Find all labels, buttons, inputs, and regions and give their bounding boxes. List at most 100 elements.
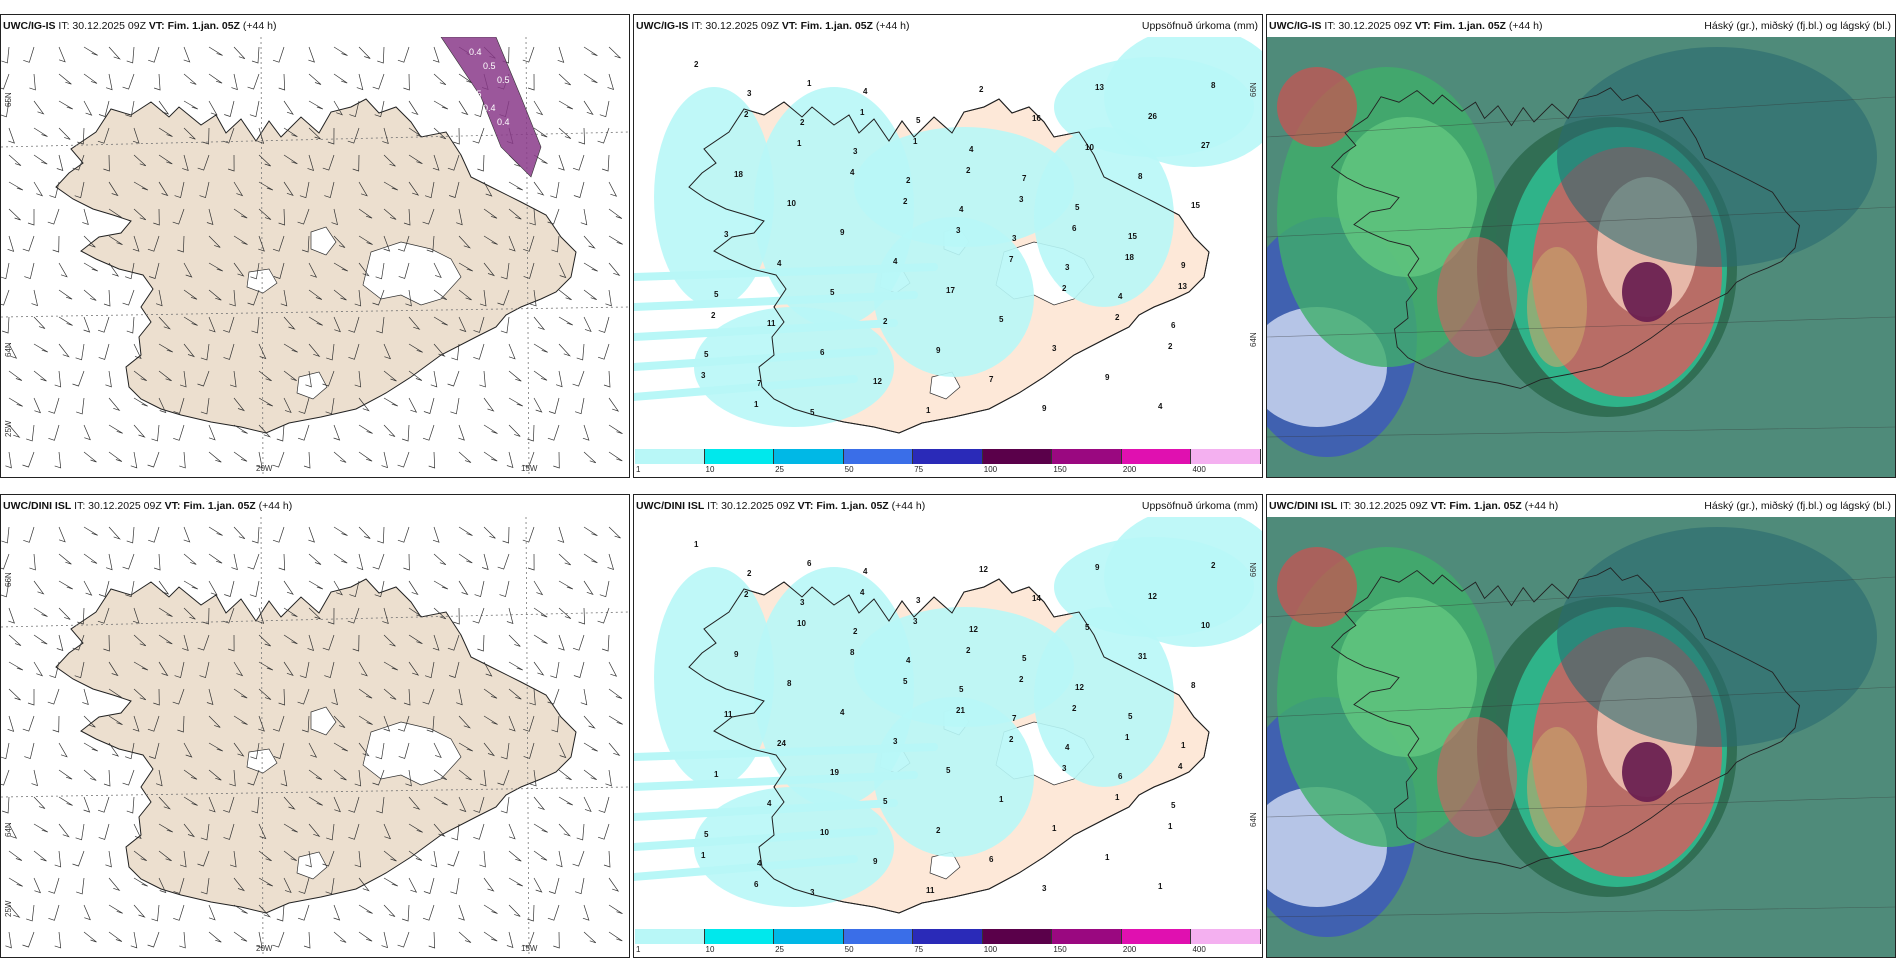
wind-barb [147,715,160,732]
wind-barb [603,370,611,388]
wind-barb [458,796,467,813]
wind-barb [374,580,385,598]
wind-barb [179,451,186,469]
wind-barb [58,769,73,780]
wind-barb [8,607,15,624]
overlay-value: 0.5 [483,61,496,71]
precip-value: 2 [883,317,888,326]
wind-barb [283,796,296,810]
precip-value: 4 [777,259,782,268]
colorbar-swatch [843,929,914,944]
wind-barb [233,262,245,277]
precip-value: 1 [1181,741,1186,750]
wind-barb [322,154,335,171]
precip-value: 16 [1032,114,1041,123]
precip-value: 15 [1191,201,1200,210]
wind-barb [428,931,436,949]
wind-barb [133,661,149,671]
wind-barb [527,553,535,571]
glacier [246,268,278,294]
colorbar-swatch [843,449,914,464]
wind-barb [605,289,612,307]
wind-barb [550,181,560,199]
precip-value: 4 [1158,402,1163,411]
wind-barb [72,634,85,651]
wind-barb [558,73,571,86]
wind-barb [233,904,248,914]
wind-barb [383,343,392,360]
wind-barb [247,73,260,90]
wind-barb [433,823,446,837]
wind-barb [200,823,210,841]
wind-barb [574,397,585,415]
wind-barb [383,424,396,437]
wind-barb [224,100,235,117]
wind-barb [31,769,38,787]
wind-barb [108,931,123,942]
wind-barb [331,208,338,226]
wind-barb [8,688,21,701]
wind-barb [233,208,248,219]
wind-barb [403,73,410,91]
wind-barb [433,553,447,566]
wind-barb [358,661,368,677]
wind-barb [497,769,510,786]
map-wind: 66N 64N 25W 20W 15W [1,517,629,957]
precip-value: 1 [714,770,719,779]
wind-barb [483,904,498,914]
wind-barb [483,877,495,892]
wind-barb [405,769,412,787]
wind-barb [333,904,341,921]
precip-value: 3 [724,230,729,239]
wind-barb [83,904,91,921]
wind-barb [308,289,323,300]
wind-barb [325,397,335,415]
wind-barb [472,607,485,624]
precip-value: 1 [807,79,812,88]
wind-barb [483,451,498,462]
wind-barb [376,316,385,334]
wind-barb [8,877,23,887]
wind-barb [74,661,85,679]
wind-barb [273,742,285,759]
wind-barb [408,580,419,596]
wind-barb [333,715,346,728]
wind-barb [529,688,536,706]
wind-barb [583,289,597,301]
precip-value: 6 [820,348,825,357]
panel-header: UWC/DINI ISL IT: 30.12.2025 09Z VT: Fim.… [1267,495,1895,517]
coastline [1330,87,1800,389]
precip-value: 1 [1158,882,1163,891]
wind-barb [383,397,398,407]
wind-barb [308,742,318,758]
wind-barb [22,235,35,252]
wind-barb [124,262,135,280]
wind-barb [333,235,346,248]
wind-barb [227,154,235,172]
wind-barb [358,235,373,245]
wind-barb [558,580,574,590]
wind-barb [75,343,85,361]
wind-barb [297,904,310,921]
wind-barb [458,715,471,729]
wind-barb [183,262,193,278]
wind-barb [422,424,435,441]
wind-barb [105,370,112,388]
wind-barb [408,796,421,810]
wind-barb [447,850,460,867]
wind-barb [508,397,523,407]
wind-barb [233,742,245,757]
precip-value: 1 [1105,853,1110,862]
wind-barb [408,316,421,330]
precip-value: 2 [936,826,941,835]
precip-value: 3 [800,598,805,607]
precip-value: 1 [999,795,1004,804]
wind-barb [33,181,44,197]
wind-barb [358,397,370,412]
precip-streak [634,799,898,821]
title-vt-value: Fim. 1.jan. 05Z [167,20,240,32]
precip-value: 5 [830,288,835,297]
wind-barb [401,904,410,922]
title-lead: (+44 h) [258,500,293,512]
wind-barb [208,424,216,441]
